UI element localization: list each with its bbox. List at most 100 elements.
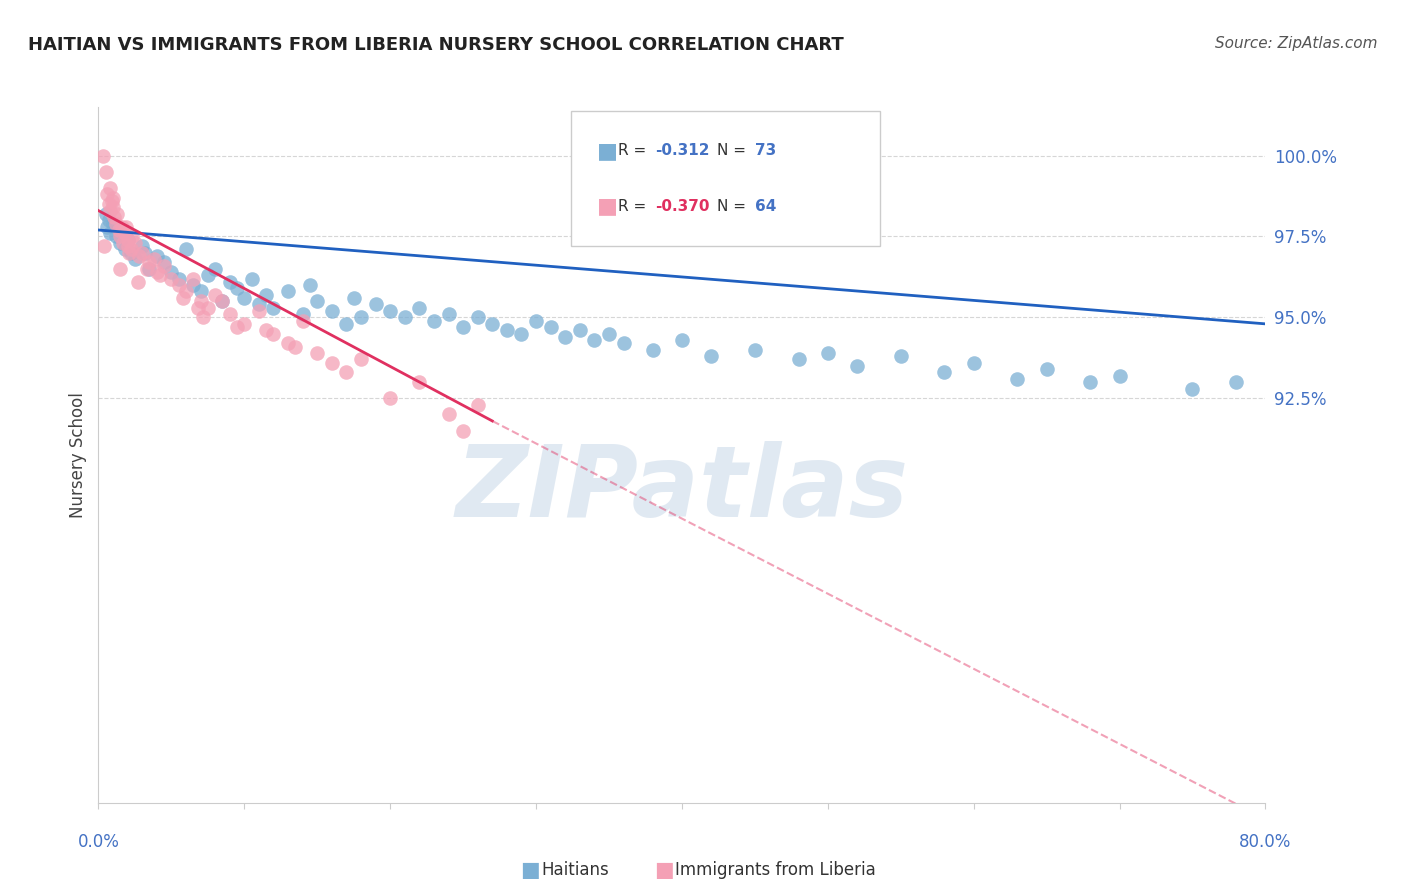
Point: [172, 291, 194, 305]
Point: [307, 346, 329, 360]
Point: [298, 278, 321, 293]
Point: [510, 326, 533, 341]
FancyBboxPatch shape: [571, 111, 880, 246]
Point: [103, 210, 125, 224]
Point: [277, 285, 299, 299]
Text: HAITIAN VS IMMIGRANTS FROM LIBERIA NURSERY SCHOOL CORRELATION CHART: HAITIAN VS IMMIGRANTS FROM LIBERIA NURSE…: [28, 36, 844, 54]
Point: [1035, 362, 1057, 376]
Point: [641, 343, 664, 357]
Point: [423, 313, 446, 327]
Point: [117, 233, 139, 247]
Point: [138, 261, 160, 276]
Point: [247, 297, 270, 311]
Text: R =: R =: [617, 199, 651, 214]
Point: [104, 229, 127, 244]
Point: [744, 343, 766, 357]
Point: [540, 320, 562, 334]
Point: [291, 307, 314, 321]
Text: 0.0%: 0.0%: [77, 833, 120, 851]
Point: [101, 191, 124, 205]
Point: [496, 323, 519, 337]
Point: [108, 223, 131, 237]
Point: [408, 375, 430, 389]
Point: [98, 226, 121, 240]
Point: [211, 294, 233, 309]
Point: [218, 307, 240, 321]
Point: [153, 259, 176, 273]
Point: [240, 271, 263, 285]
Y-axis label: Nursery School: Nursery School: [69, 392, 87, 518]
Point: [890, 349, 912, 363]
Point: [254, 323, 277, 337]
Point: [167, 271, 190, 285]
Point: [1108, 368, 1130, 383]
Point: [846, 359, 869, 373]
Point: [190, 294, 212, 309]
Point: [263, 326, 285, 341]
Point: [120, 243, 142, 257]
Point: [437, 307, 460, 321]
Point: [110, 261, 132, 276]
Point: [700, 349, 723, 363]
Text: Immigrants from Liberia: Immigrants from Liberia: [675, 861, 876, 879]
Point: [134, 245, 156, 260]
Point: [451, 424, 474, 438]
Text: R =: R =: [617, 144, 651, 159]
Point: [93, 239, 115, 253]
Point: [117, 233, 139, 247]
Point: [467, 398, 489, 412]
Point: [114, 243, 136, 257]
Point: [94, 207, 117, 221]
Point: [153, 255, 176, 269]
Point: [307, 294, 329, 309]
Point: [121, 229, 143, 244]
Text: 73: 73: [755, 144, 776, 159]
Point: [187, 301, 209, 315]
Point: [118, 245, 141, 260]
Point: [321, 356, 343, 370]
Point: [554, 330, 576, 344]
Point: [204, 287, 226, 301]
Point: [233, 291, 256, 305]
Point: [98, 181, 121, 195]
Point: [96, 219, 118, 234]
Point: [291, 313, 314, 327]
Point: [467, 310, 489, 325]
Text: 64: 64: [755, 199, 776, 214]
Point: [91, 148, 114, 162]
Point: [181, 278, 204, 293]
Point: [817, 346, 839, 360]
Point: [97, 197, 120, 211]
Point: [226, 320, 249, 334]
Point: [115, 219, 138, 234]
Point: [146, 249, 169, 263]
Point: [160, 271, 183, 285]
Point: [131, 245, 153, 260]
Point: [787, 352, 810, 367]
Point: [481, 317, 503, 331]
Point: [96, 187, 118, 202]
Point: [101, 217, 124, 231]
Point: [350, 310, 373, 325]
Point: [197, 301, 219, 315]
Point: [583, 333, 606, 347]
Point: [226, 281, 249, 295]
Point: [343, 291, 366, 305]
Text: ■: ■: [654, 860, 673, 880]
Point: [277, 336, 299, 351]
Point: [149, 268, 172, 283]
Text: -0.370: -0.370: [655, 199, 710, 214]
Text: Source: ZipAtlas.com: Source: ZipAtlas.com: [1215, 36, 1378, 51]
Point: [114, 226, 136, 240]
Point: [335, 317, 357, 331]
Point: [335, 365, 357, 379]
Point: [1225, 375, 1247, 389]
Point: [197, 268, 219, 283]
Point: [110, 229, 132, 244]
Point: [524, 313, 547, 327]
Point: [233, 317, 256, 331]
Point: [100, 194, 122, 208]
Text: ■: ■: [596, 196, 617, 217]
Text: N =: N =: [717, 199, 751, 214]
Text: -0.312: -0.312: [655, 144, 710, 159]
